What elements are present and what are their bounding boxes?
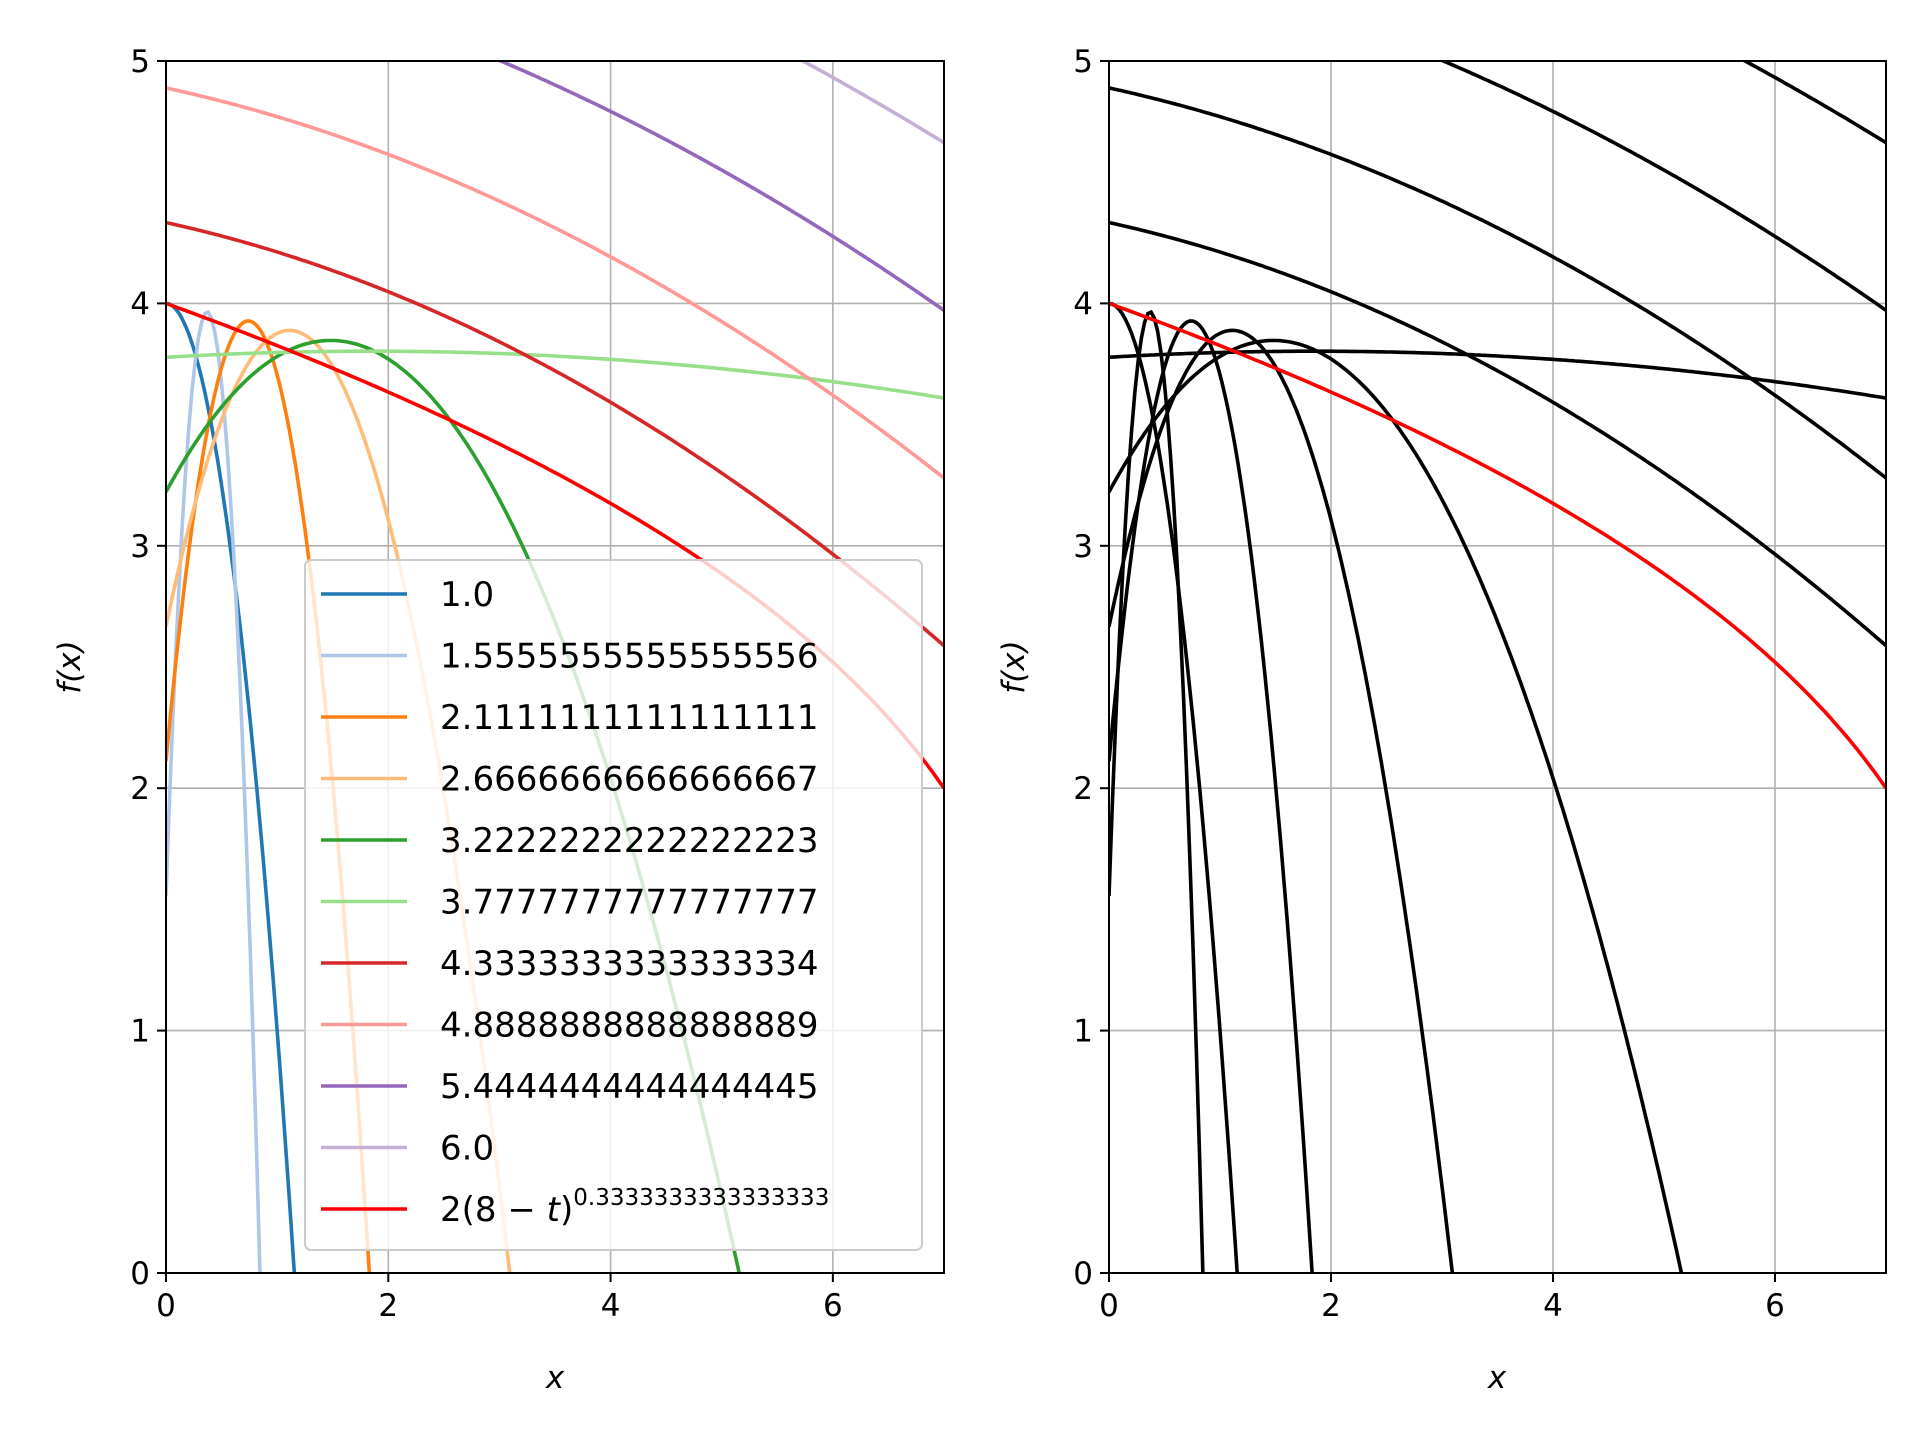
left-ytick-label-3: 3 xyxy=(130,529,150,565)
left-xlabel: x xyxy=(545,1360,565,1396)
right-series-line-9 xyxy=(1438,61,1886,312)
legend-label-5: 3.2222222222222223 xyxy=(440,821,819,861)
right-series-line-10 xyxy=(1741,61,1886,145)
legend-label-3: 2.1111111111111111 xyxy=(440,698,819,738)
left-series-line-2 xyxy=(166,309,262,1273)
legend-label-10: 6.0 xyxy=(440,1129,494,1169)
left-ticks: 0 2 4 6 0 1 2 3 4 5 xyxy=(130,44,842,1324)
legend-box xyxy=(304,559,923,1251)
legend: 1.0 1.5555555555555556 2.1111111111111111 2… xyxy=(304,559,923,1251)
right-ytick-label-0: 0 xyxy=(1073,1256,1093,1292)
legend-label-2: 1.5555555555555556 xyxy=(440,637,819,677)
legend-label-8: 4.8888888888888889 xyxy=(440,1006,819,1046)
right-series-line-5 xyxy=(1109,338,1684,1273)
left-ytick-label-2: 2 xyxy=(130,771,150,807)
right-series-line-7 xyxy=(1109,220,1886,648)
right-gridlines xyxy=(1108,60,1886,1274)
right-ytick-label-2: 2 xyxy=(1073,771,1093,807)
legend-label-1: 1.0 xyxy=(440,575,494,615)
left-curves xyxy=(166,61,944,1273)
right-series-line-3 xyxy=(1109,319,1314,1273)
legend-label-envelope: 2(8 − t)0.3333333333333333 xyxy=(440,1185,829,1230)
left-ytick-label-5: 5 xyxy=(130,44,150,80)
legend-label-6: 3.7777777777777777 xyxy=(440,883,819,923)
left-ytick-label-1: 1 xyxy=(130,1014,150,1050)
left-xtick-label-2: 2 xyxy=(378,1288,398,1324)
right-ylabel: f(x) xyxy=(996,640,1032,693)
right-envelope-line xyxy=(1109,301,1886,790)
left-series-line-9 xyxy=(496,61,944,312)
right-plot-area xyxy=(1109,61,1886,1273)
left-ytick-label-0: 0 xyxy=(130,1256,150,1292)
left-axes-frame xyxy=(165,60,945,1274)
right-series-line-8 xyxy=(1109,86,1886,480)
left-xtick-label-0: 0 xyxy=(156,1288,176,1324)
left-xtick-label-4: 4 xyxy=(601,1288,621,1324)
left-series-line-8 xyxy=(166,86,944,480)
right-xlabel: x xyxy=(1487,1360,1507,1396)
right-ytick-label-3: 3 xyxy=(1073,529,1093,565)
right-xtick-label-6: 6 xyxy=(1765,1288,1785,1324)
right-xtick-label-0: 0 xyxy=(1099,1288,1119,1324)
left-ytick-label-4: 4 xyxy=(130,286,150,322)
right-ytick-label-4: 4 xyxy=(1073,286,1093,322)
legend-label-7: 4.3333333333333334 xyxy=(440,944,819,984)
legend-label-9: 5.4444444444444445 xyxy=(440,1067,819,1107)
legend-label-4: 2.6666666666666667 xyxy=(440,760,819,800)
left-series-line-7 xyxy=(166,220,944,648)
left-series-line-10 xyxy=(799,61,944,145)
right-xtick-label-4: 4 xyxy=(1543,1288,1563,1324)
right-ticks: 0 2 4 6 0 1 2 3 4 5 xyxy=(1073,44,1785,1324)
right-curves xyxy=(1109,61,1886,1273)
right-ytick-label-1: 1 xyxy=(1073,1014,1093,1050)
right-axes-frame xyxy=(1108,60,1887,1274)
right-xtick-label-2: 2 xyxy=(1321,1288,1341,1324)
right-axes: 0 2 4 6 0 1 2 3 4 5 x f(x) xyxy=(996,44,1887,1396)
left-axes: 0 2 4 6 0 1 2 3 4 5 x f(x) 1.0 1.5555555555555556 2… xyxy=(52,44,945,1396)
right-series-line-4 xyxy=(1109,328,1455,1273)
left-xtick-label-6: 6 xyxy=(823,1288,843,1324)
right-ytick-label-5: 5 xyxy=(1073,44,1093,80)
left-ylabel: f(x) xyxy=(52,640,88,693)
right-series-line-2 xyxy=(1109,309,1205,1273)
